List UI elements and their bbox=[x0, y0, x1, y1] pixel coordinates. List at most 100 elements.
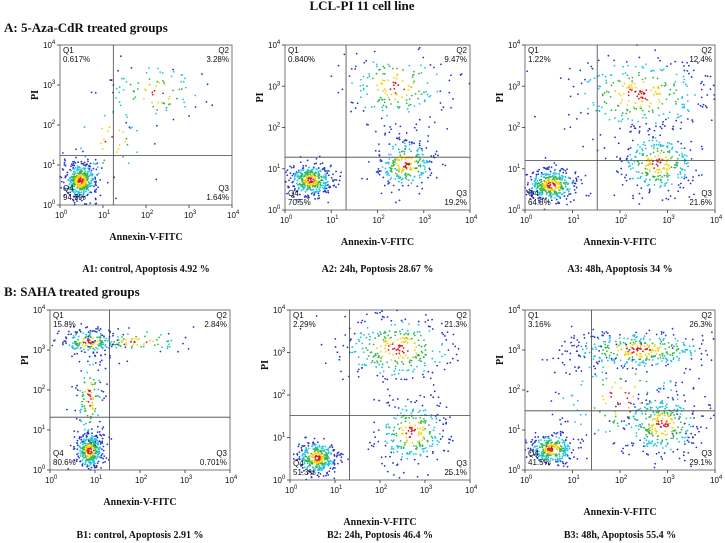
tick-exponent: 0 bbox=[277, 205, 281, 211]
density-dot bbox=[152, 94, 154, 96]
density-dot bbox=[437, 440, 439, 442]
density-dot bbox=[443, 450, 445, 452]
density-dot bbox=[675, 103, 677, 105]
density-dot bbox=[442, 423, 444, 425]
density-dot bbox=[632, 195, 634, 197]
density-dot bbox=[527, 182, 529, 184]
density-dot bbox=[645, 165, 647, 167]
density-dot bbox=[77, 440, 79, 442]
density-dot bbox=[558, 437, 560, 439]
quadrant-name: Q1 bbox=[528, 46, 539, 55]
density-dot bbox=[136, 344, 138, 346]
density-dot bbox=[558, 202, 560, 204]
density-dot bbox=[634, 108, 636, 110]
density-dot bbox=[558, 447, 560, 449]
density-dot bbox=[399, 477, 401, 479]
density-dot bbox=[420, 166, 422, 168]
density-dot bbox=[671, 148, 673, 150]
density-dot bbox=[388, 405, 390, 407]
density-dot bbox=[610, 109, 612, 111]
density-dot bbox=[421, 188, 423, 190]
density-dot bbox=[568, 78, 570, 80]
density-dot bbox=[94, 340, 96, 342]
density-dot bbox=[434, 427, 436, 429]
y-tick-label: 101 bbox=[508, 164, 521, 174]
quadrant-percent: 70.5% bbox=[288, 198, 311, 207]
density-dot bbox=[414, 424, 416, 426]
density-dot bbox=[421, 182, 423, 184]
density-dot bbox=[85, 409, 87, 411]
density-dot bbox=[90, 439, 92, 441]
density-dot bbox=[398, 346, 400, 348]
quadrant-percent: 15.8% bbox=[53, 320, 76, 329]
panel-caption: B2: 24h, Poptosis 46.4 % bbox=[327, 530, 433, 541]
density-dot bbox=[364, 106, 366, 108]
density-dot bbox=[299, 456, 301, 458]
density-dot bbox=[664, 185, 666, 187]
density-dot bbox=[133, 98, 135, 100]
density-dot bbox=[565, 463, 567, 465]
density-dot bbox=[651, 433, 653, 435]
quadrant-percent: 21.3% bbox=[444, 320, 467, 329]
density-dot bbox=[321, 344, 323, 346]
density-dot bbox=[402, 80, 404, 82]
density-dot bbox=[669, 111, 671, 113]
density-dot bbox=[684, 345, 686, 347]
density-dot bbox=[97, 414, 99, 416]
density-dot bbox=[318, 472, 320, 474]
quadrant-percent: 51.3% bbox=[293, 468, 316, 477]
density-dot bbox=[573, 185, 575, 187]
density-dot bbox=[698, 378, 700, 380]
tick-exponent: 3 bbox=[671, 215, 675, 221]
density-dot bbox=[454, 346, 456, 348]
density-dot bbox=[78, 446, 80, 448]
density-dot bbox=[645, 148, 647, 150]
density-dot bbox=[562, 175, 564, 177]
density-dot bbox=[325, 464, 327, 466]
density-dot bbox=[100, 333, 102, 335]
density-dot bbox=[126, 81, 128, 83]
density-dot bbox=[317, 446, 319, 448]
density-dot bbox=[65, 175, 67, 177]
density-dot bbox=[86, 455, 88, 457]
density-dot bbox=[679, 187, 681, 189]
density-dot bbox=[656, 178, 658, 180]
density-dot bbox=[651, 431, 653, 433]
density-dot bbox=[73, 446, 75, 448]
density-dot bbox=[560, 77, 562, 79]
density-dot bbox=[94, 349, 96, 351]
density-dot bbox=[613, 59, 615, 61]
density-dot bbox=[557, 461, 559, 463]
density-dot bbox=[73, 174, 75, 176]
density-dot bbox=[432, 328, 434, 330]
density-dot bbox=[402, 185, 404, 187]
density-dot bbox=[592, 68, 594, 70]
density-dot bbox=[586, 458, 588, 460]
density-dot bbox=[701, 353, 703, 355]
density-dot bbox=[530, 179, 532, 181]
density-dot bbox=[88, 429, 90, 431]
density-dot bbox=[653, 445, 655, 447]
density-dot bbox=[652, 136, 654, 138]
tick-exponent: 0 bbox=[54, 475, 58, 481]
density-dot bbox=[663, 332, 665, 334]
density-dot bbox=[194, 95, 196, 97]
density-dot bbox=[128, 327, 130, 329]
density-dot bbox=[609, 335, 611, 337]
density-dot bbox=[88, 446, 90, 448]
density-dot bbox=[568, 114, 570, 116]
density-dot bbox=[76, 353, 78, 355]
density-dot bbox=[314, 198, 316, 200]
density-dot bbox=[376, 73, 378, 75]
density-dot bbox=[332, 446, 334, 448]
density-dot bbox=[95, 328, 97, 330]
density-dot bbox=[555, 436, 557, 438]
density-dot bbox=[411, 428, 413, 430]
density-dot bbox=[77, 345, 79, 347]
density-dot bbox=[97, 431, 99, 433]
tick-exponent: 0 bbox=[42, 465, 46, 471]
density-dot bbox=[560, 182, 562, 184]
y-tick-label: 100 bbox=[268, 205, 281, 215]
density-dot bbox=[676, 163, 678, 165]
density-dot bbox=[695, 170, 697, 172]
